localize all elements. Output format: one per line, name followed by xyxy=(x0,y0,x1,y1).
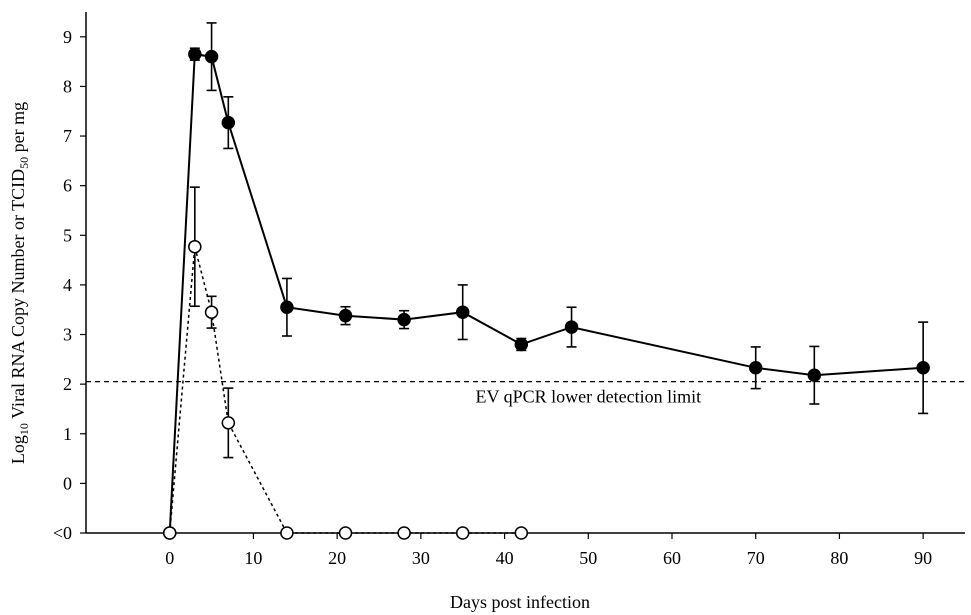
series-2-point xyxy=(455,526,470,540)
series-1-point xyxy=(221,115,236,130)
y-ticks: <0 0 1 2 3 4 5 6 7 8 9 xyxy=(53,27,86,543)
y-tick-label: 8 xyxy=(63,76,72,96)
series-2-point xyxy=(397,526,411,540)
y-tick-label: 4 xyxy=(63,275,72,295)
y-axis-title-prefix-subscript: 10 xyxy=(17,423,31,435)
detection-limit-label: EV qPCR lower detection limit xyxy=(475,387,701,407)
x-tick-label: 80 xyxy=(830,548,848,568)
series-1-point xyxy=(204,49,219,64)
y-tick-label: 0 xyxy=(63,473,72,493)
y-axis-title: Log10 Viral RNA Copy Number or TCID50 pe… xyxy=(8,102,31,464)
x-axis-title: Days post infection xyxy=(450,592,590,612)
y-axis-title-suffix: per mg xyxy=(8,102,28,157)
y-tick-label: 6 xyxy=(63,176,72,196)
x-tick-label: 0 xyxy=(165,548,174,568)
series-1-point xyxy=(188,47,202,61)
y-tick-label: <0 xyxy=(53,523,72,543)
series-1-point xyxy=(564,320,579,334)
series-points xyxy=(162,47,930,540)
x-tick-label: 50 xyxy=(579,548,597,568)
series-2-point xyxy=(204,305,219,319)
x-tick-label: 60 xyxy=(663,548,681,568)
x-tick-label: 20 xyxy=(328,548,346,568)
series-1-line xyxy=(168,53,924,534)
y-tick-label: 5 xyxy=(63,225,72,245)
y-axis-title-prefix: Log xyxy=(8,435,28,464)
detection-limit: EV qPCR lower detection limit xyxy=(86,381,965,407)
x-tick-label: 40 xyxy=(496,548,514,568)
y-tick-label: 7 xyxy=(63,126,72,146)
y-axis-title-middle: Viral RNA Copy Number or TCID xyxy=(8,169,28,423)
x-tick-label: 90 xyxy=(914,548,932,568)
y-tick-label: 2 xyxy=(63,374,72,394)
series-1-point xyxy=(455,305,470,319)
x-tick-label: 70 xyxy=(747,548,765,568)
series-2-line xyxy=(168,246,522,534)
axes xyxy=(85,12,965,534)
y-tick-label: 1 xyxy=(63,424,72,444)
series-1-point xyxy=(338,308,353,323)
series-2-point xyxy=(514,526,529,540)
x-tick-label: 10 xyxy=(244,548,262,568)
series-2-point xyxy=(221,416,236,430)
series-lines xyxy=(168,53,924,534)
series-1-point xyxy=(748,361,763,375)
x-tick-label: 30 xyxy=(412,548,430,568)
series-2-point xyxy=(188,239,202,254)
y-axis-title-middle-subscript: 50 xyxy=(17,157,31,169)
series-1-point xyxy=(916,361,930,375)
series-2-point xyxy=(162,526,177,540)
series-1-point xyxy=(397,312,411,327)
series-2-point xyxy=(280,526,294,540)
series-2-point xyxy=(338,526,353,540)
series-1-point xyxy=(514,337,529,352)
series-1-point xyxy=(807,368,822,382)
y-tick-label: 9 xyxy=(63,27,72,47)
y-tick-label: 3 xyxy=(63,325,72,345)
x-ticks: 0 10 20 30 40 50 60 70 80 90 xyxy=(165,533,932,568)
series-1-point xyxy=(280,300,294,314)
